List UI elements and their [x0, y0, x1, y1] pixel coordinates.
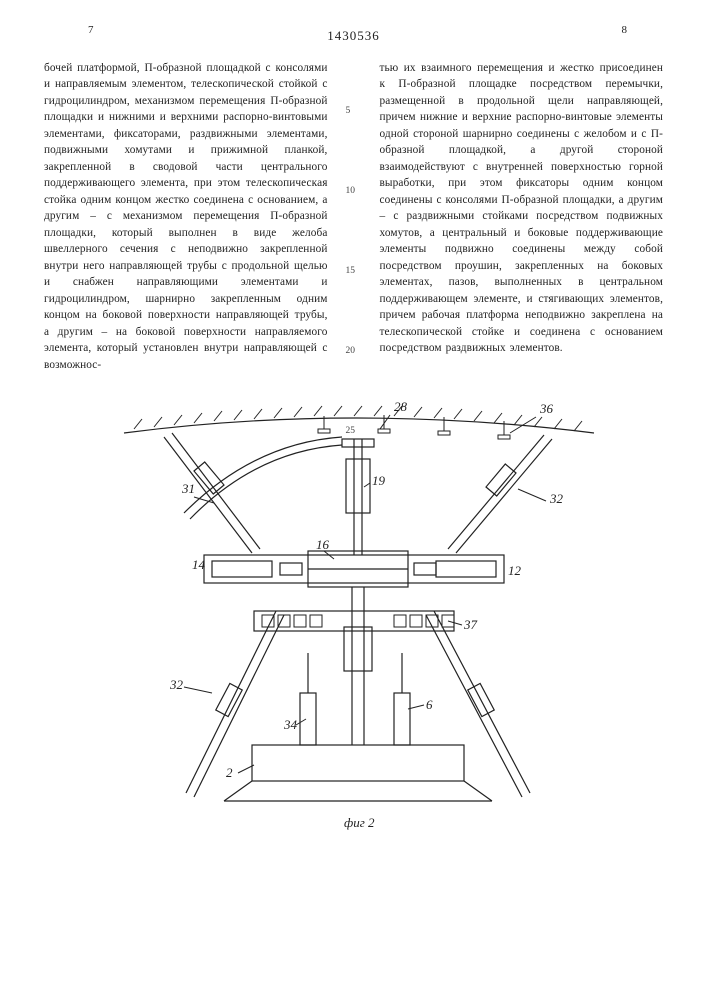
- fig-label-2: 2: [226, 765, 233, 780]
- figure-svg: 28 36 31 19 32 14 16 12 32 37 34: [94, 393, 614, 833]
- page-number-right: 8: [622, 24, 628, 36]
- fig-label-14: 14: [192, 557, 206, 572]
- line-mark: 15: [346, 266, 356, 276]
- patent-number: 1430536: [327, 28, 380, 44]
- figure-2: 28 36 31 19 32 14 16 12 32 37 34: [44, 393, 663, 833]
- line-mark: 10: [346, 186, 356, 196]
- fig-label-31: 31: [181, 481, 195, 496]
- fig-label-6: 6: [426, 697, 433, 712]
- fig-label-34: 34: [283, 717, 298, 732]
- line-mark: 5: [346, 106, 351, 116]
- line-number-gutter: 5 10 15 20 25: [346, 60, 362, 373]
- fig-label-12: 12: [508, 563, 522, 578]
- figure-caption: фиг 2: [344, 815, 375, 830]
- fig-label-19: 19: [372, 473, 386, 488]
- fig-label-16: 16: [316, 537, 330, 552]
- line-mark: 25: [346, 426, 356, 436]
- column-left: бочей платформой, П-образной площадкой с…: [44, 60, 328, 373]
- fig-label-36: 36: [539, 401, 554, 416]
- fig-label-32b: 32: [169, 677, 184, 692]
- page-root: 7 1430536 8 бочей платформой, П-образной…: [0, 0, 707, 1000]
- line-mark: 20: [346, 346, 356, 356]
- page-number-left: 7: [88, 24, 94, 36]
- fig-label-32: 32: [549, 491, 564, 506]
- fig-label-37: 37: [463, 617, 478, 632]
- column-right: тью их взаимного перемещения и жестко пр…: [380, 60, 664, 373]
- text-columns: бочей платформой, П-образной площадкой с…: [44, 60, 663, 373]
- fig-label-28: 28: [394, 399, 408, 414]
